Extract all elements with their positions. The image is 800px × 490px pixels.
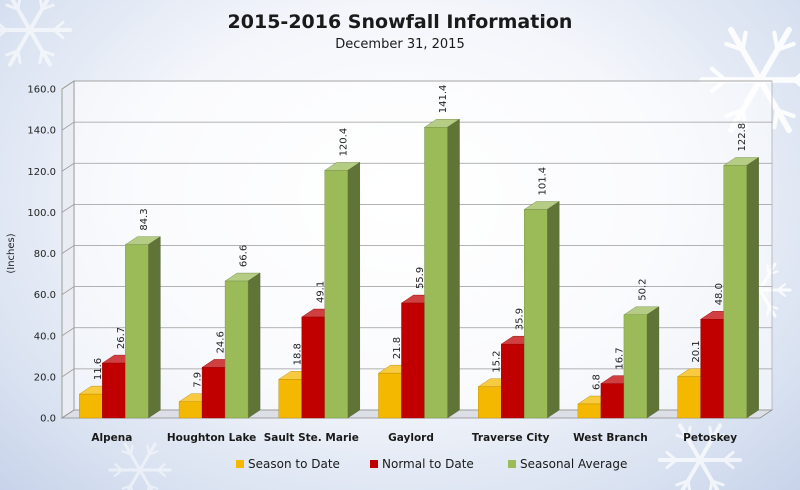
snowflake-decoration [0,0,72,67]
data-label: 66.6 [239,245,250,267]
bar-seasonal-average [523,201,560,419]
y-tick-label: 20.0 [34,372,56,383]
legend-swatch [508,460,516,468]
chart-subtitle: December 31, 2015 [335,37,464,52]
bar-seasonal-average [623,306,660,419]
gridline [61,80,772,90]
bar-seasonal-average [224,272,261,419]
y-tick-label: 100.0 [27,208,56,219]
data-label: 6.8 [591,374,602,390]
data-label: 15.2 [492,350,503,372]
axes: 0.0 20.0 40.0 60.0 80.0 100.0 120.0 140.0 160.0 (… [6,85,737,445]
data-label: 35.9 [515,308,526,330]
chart-title: 2015-2016 Snowfall Information [228,11,573,33]
y-tick-label: 120.0 [27,167,56,178]
bar-seasonal-average [423,118,461,419]
data-label: 101.4 [538,167,549,196]
data-label: 24.6 [216,331,227,353]
gridline [61,121,772,131]
legend-item-seasonal-average: Seasonal Average [508,457,627,471]
legend-item-season-to-date: Season to Date [236,457,340,471]
data-label: 16.7 [614,347,625,369]
x-tick-label: Petoskey [683,432,737,444]
bar-seasonal-average [124,236,162,419]
snowflake-decoration [108,442,172,490]
data-label: 20.1 [691,340,702,362]
data-label: 84.3 [139,208,150,230]
bars [78,118,760,419]
x-tick-label: Gaylord [388,432,434,444]
y-tick-label: 0.0 [40,414,56,425]
data-label: 120.4 [338,128,349,157]
x-tick-label: West Branch [573,432,648,444]
snowflake-decoration [658,423,742,490]
legend-label: Normal to Date [382,457,474,471]
data-label: 141.4 [438,85,449,114]
y-tick-label: 140.0 [27,126,56,137]
legend-swatch [236,460,244,468]
y-tick-label: 160.0 [27,85,56,96]
data-label: 26.7 [116,327,127,349]
y-tick-label: 60.0 [34,290,56,301]
bar-seasonal-average [324,162,361,419]
y-tick-label: 40.0 [34,331,56,342]
gridline [61,162,772,172]
legend: Season to Date Normal to Date Seasonal Ave… [236,457,627,471]
data-label: 18.8 [292,343,303,365]
data-label: 7.9 [193,372,204,388]
x-tick-label: Traverse City [472,432,550,444]
x-tick-label: Houghton Lake [167,432,256,444]
bar-seasonal-average [722,157,760,419]
legend-label: Season to Date [248,457,340,471]
y-tick-label: 80.0 [34,249,56,260]
legend-item-normal-to-date: Normal to Date [370,457,474,471]
data-label: 49.1 [315,281,326,303]
x-tick-label: Alpena [91,432,132,444]
data-label: 50.2 [637,279,648,301]
data-label: 55.9 [415,267,426,289]
y-axis-label: (Inches) [6,233,17,273]
data-label: 11.6 [93,358,104,380]
legend-label: Seasonal Average [520,457,627,471]
legend-swatch [370,460,378,468]
data-label: 122.8 [737,123,748,152]
data-label: 21.8 [392,337,403,359]
data-labels: 11.6 26.7 84.3 7.9 24.6 66.6 18.8 49.1 120.4 21.8… [93,85,748,390]
data-label: 48.0 [714,283,725,305]
x-tick-label: Sault Ste. Marie [264,432,359,444]
